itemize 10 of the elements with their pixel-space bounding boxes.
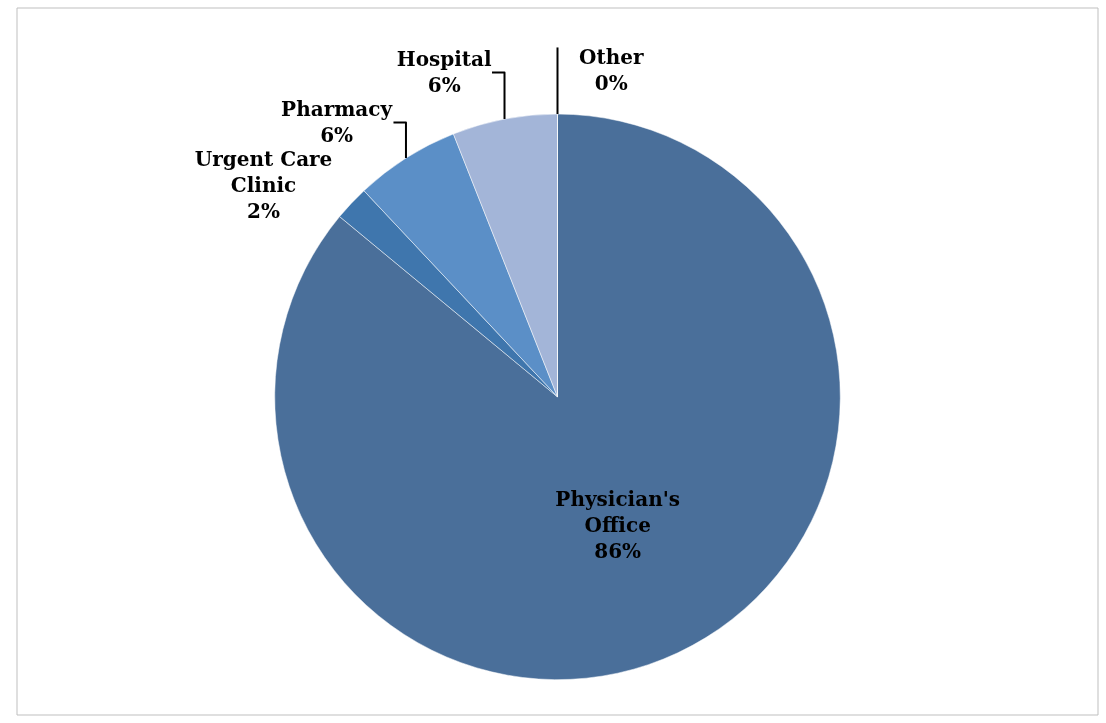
text: 0% — [594, 71, 628, 95]
slice-label: Urgent Care Clinic — [194, 147, 333, 198]
category-label: Other — [579, 45, 644, 69]
slice-label: Hospital — [396, 47, 493, 72]
data-label: 6% — [320, 123, 354, 148]
data-label: 6% — [427, 73, 461, 98]
data-label: 2% — [247, 199, 281, 224]
slice-label: Pharmacy — [281, 97, 394, 122]
slice-label: Physician's Office — [555, 486, 681, 537]
data-label: 86% — [594, 538, 642, 563]
